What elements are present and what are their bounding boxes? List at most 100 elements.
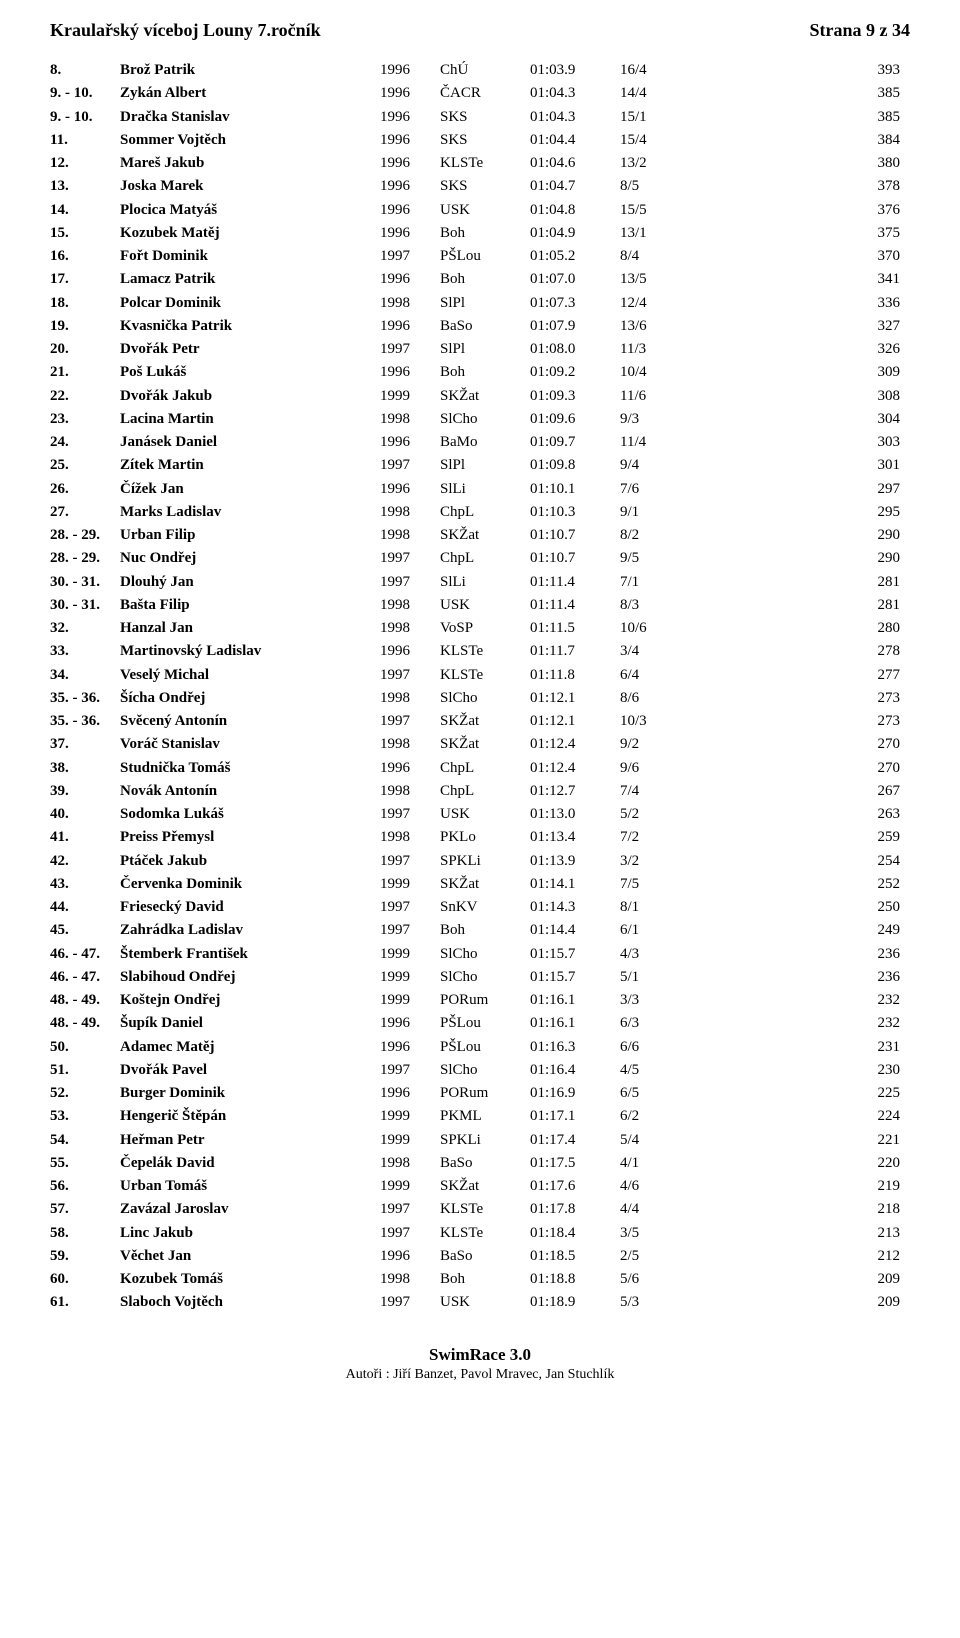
year-cell: 1997 — [380, 338, 440, 361]
points-cell: 270 — [700, 733, 910, 756]
time-cell: 01:11.7 — [530, 640, 620, 663]
heat-lane-cell: 16/4 — [620, 59, 700, 82]
name-cell: Čížek Jan — [120, 478, 380, 501]
name-cell: Urban Filip — [120, 524, 380, 547]
rank-cell: 9. - 10. — [50, 82, 120, 105]
time-cell: 01:18.8 — [530, 1268, 620, 1291]
heat-lane-cell: 8/6 — [620, 687, 700, 710]
points-cell: 297 — [700, 478, 910, 501]
heat-lane-cell: 4/1 — [620, 1152, 700, 1175]
rank-cell: 28. - 29. — [50, 524, 120, 547]
points-cell: 236 — [700, 966, 910, 989]
year-cell: 1999 — [380, 966, 440, 989]
year-cell: 1997 — [380, 1059, 440, 1082]
year-cell: 1998 — [380, 826, 440, 849]
rank-cell: 61. — [50, 1291, 120, 1314]
name-cell: Slaboch Vojtěch — [120, 1291, 380, 1314]
time-cell: 01:12.7 — [530, 780, 620, 803]
result-row: 55.Čepelák David1998BaSo01:17.54/1220 — [50, 1152, 910, 1175]
result-row: 25.Zítek Martin1997SlPl01:09.89/4301 — [50, 454, 910, 477]
result-row: 41.Preiss Přemysl1998PKLo01:13.47/2259 — [50, 826, 910, 849]
club-cell: SKŽat — [440, 524, 530, 547]
result-row: 12.Mareš Jakub1996KLSTe01:04.613/2380 — [50, 152, 910, 175]
heat-lane-cell: 15/5 — [620, 199, 700, 222]
club-cell: Boh — [440, 268, 530, 291]
result-row: 50.Adamec Matěj1996PŠLou01:16.36/6231 — [50, 1036, 910, 1059]
club-cell: SKŽat — [440, 733, 530, 756]
result-row: 43.Červenka Dominik1999SKŽat01:14.17/525… — [50, 873, 910, 896]
club-cell: ČACR — [440, 82, 530, 105]
result-row: 40.Sodomka Lukáš1997USK01:13.05/2263 — [50, 803, 910, 826]
rank-cell: 51. — [50, 1059, 120, 1082]
points-cell: 375 — [700, 222, 910, 245]
year-cell: 1997 — [380, 896, 440, 919]
rank-cell: 14. — [50, 199, 120, 222]
result-row: 28. - 29.Nuc Ondřej1997ChpL01:10.79/5290 — [50, 547, 910, 570]
time-cell: 01:16.1 — [530, 1012, 620, 1035]
rank-cell: 50. — [50, 1036, 120, 1059]
time-cell: 01:07.9 — [530, 315, 620, 338]
result-row: 37.Voráč Stanislav1998SKŽat01:12.49/2270 — [50, 733, 910, 756]
name-cell: Dvořák Petr — [120, 338, 380, 361]
rank-cell: 40. — [50, 803, 120, 826]
year-cell: 1999 — [380, 1175, 440, 1198]
points-cell: 259 — [700, 826, 910, 849]
time-cell: 01:04.3 — [530, 106, 620, 129]
club-cell: SlCho — [440, 943, 530, 966]
result-row: 34.Veselý Michal1997KLSTe01:11.86/4277 — [50, 664, 910, 687]
result-row: 48. - 49.Koštejn Ondřej1999PORum01:16.13… — [50, 989, 910, 1012]
club-cell: ChpL — [440, 757, 530, 780]
name-cell: Marks Ladislav — [120, 501, 380, 524]
time-cell: 01:17.5 — [530, 1152, 620, 1175]
points-cell: 281 — [700, 594, 910, 617]
name-cell: Zykán Albert — [120, 82, 380, 105]
time-cell: 01:03.9 — [530, 59, 620, 82]
name-cell: Dračka Stanislav — [120, 106, 380, 129]
name-cell: Polcar Dominik — [120, 292, 380, 315]
club-cell: KLSTe — [440, 1198, 530, 1221]
year-cell: 1996 — [380, 478, 440, 501]
rank-cell: 35. - 36. — [50, 687, 120, 710]
heat-lane-cell: 4/5 — [620, 1059, 700, 1082]
time-cell: 01:12.4 — [530, 757, 620, 780]
time-cell: 01:10.7 — [530, 547, 620, 570]
points-cell: 213 — [700, 1222, 910, 1245]
year-cell: 1997 — [380, 803, 440, 826]
club-cell: PORum — [440, 989, 530, 1012]
points-cell: 303 — [700, 431, 910, 454]
name-cell: Heřman Petr — [120, 1129, 380, 1152]
club-cell: KLSTe — [440, 152, 530, 175]
points-cell: 273 — [700, 687, 910, 710]
club-cell: SKŽat — [440, 873, 530, 896]
year-cell: 1996 — [380, 640, 440, 663]
heat-lane-cell: 7/5 — [620, 873, 700, 896]
result-row: 30. - 31.Bašta Filip1998USK01:11.48/3281 — [50, 594, 910, 617]
club-cell: ChÚ — [440, 59, 530, 82]
name-cell: Sommer Vojtěch — [120, 129, 380, 152]
points-cell: 250 — [700, 896, 910, 919]
time-cell: 01:13.9 — [530, 850, 620, 873]
name-cell: Kozubek Tomáš — [120, 1268, 380, 1291]
club-cell: BaSo — [440, 1245, 530, 1268]
time-cell: 01:09.7 — [530, 431, 620, 454]
points-cell: 385 — [700, 82, 910, 105]
result-row: 11.Sommer Vojtěch1996SKS01:04.415/4384 — [50, 129, 910, 152]
rank-cell: 27. — [50, 501, 120, 524]
name-cell: Zahrádka Ladislav — [120, 919, 380, 942]
result-row: 39.Novák Antonín1998ChpL01:12.77/4267 — [50, 780, 910, 803]
points-cell: 295 — [700, 501, 910, 524]
time-cell: 01:04.6 — [530, 152, 620, 175]
name-cell: Koštejn Ondřej — [120, 989, 380, 1012]
points-cell: 232 — [700, 989, 910, 1012]
result-row: 57.Zavázal Jaroslav1997KLSTe01:17.84/421… — [50, 1198, 910, 1221]
year-cell: 1997 — [380, 454, 440, 477]
result-row: 61.Slaboch Vojtěch1997USK01:18.95/3209 — [50, 1291, 910, 1314]
heat-lane-cell: 6/6 — [620, 1036, 700, 1059]
year-cell: 1999 — [380, 1129, 440, 1152]
club-cell: SnKV — [440, 896, 530, 919]
time-cell: 01:14.4 — [530, 919, 620, 942]
result-row: 26.Čížek Jan1996SlLi01:10.17/6297 — [50, 478, 910, 501]
points-cell: 290 — [700, 524, 910, 547]
result-row: 46. - 47.Štemberk František1999SlCho01:1… — [50, 943, 910, 966]
time-cell: 01:11.8 — [530, 664, 620, 687]
